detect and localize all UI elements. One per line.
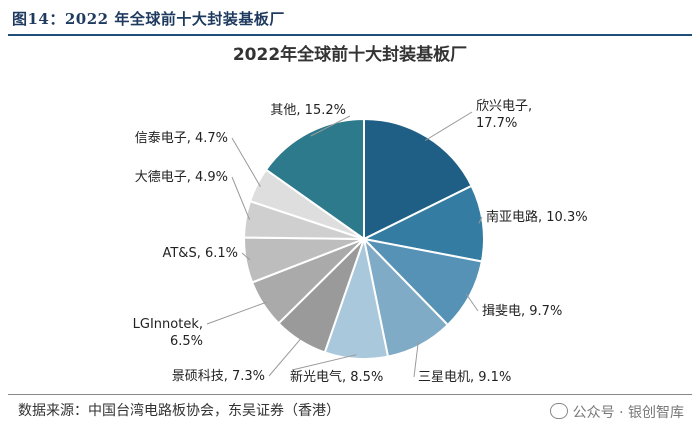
source-divider bbox=[8, 394, 692, 395]
leader-line bbox=[424, 111, 473, 141]
source-note: 数据来源：中国台湾电路板协会，东吴证券（香港） bbox=[18, 403, 340, 419]
slice-label: 南亚电路, 10.3% bbox=[486, 209, 588, 225]
leader-line bbox=[268, 336, 303, 377]
pie-slice bbox=[363, 117, 473, 241]
slice-label: 新光电气, 8.5% bbox=[290, 369, 383, 385]
slice-label: 大德电子, 4.9% bbox=[135, 170, 228, 185]
slice-label: 揖斐电, 9.7% bbox=[482, 304, 562, 319]
leader-line bbox=[206, 301, 267, 325]
leader-line bbox=[310, 115, 351, 137]
slice-label: 景硕科技, 7.3% bbox=[172, 369, 265, 384]
leader-line bbox=[231, 137, 261, 187]
watermark: 公众号 · 银创智库 bbox=[549, 402, 684, 422]
slice-label: AT&S, 6.1% bbox=[162, 246, 238, 261]
leader-line bbox=[478, 216, 483, 224]
pie-slice bbox=[360, 184, 485, 263]
figure-caption: 图14：2022 年全球前十大封装基板厂 bbox=[12, 10, 285, 28]
slice-label: 信泰电子, 4.7% bbox=[135, 131, 228, 146]
slice-label: 三星电机, 9.1% bbox=[418, 370, 511, 385]
leader-line bbox=[465, 293, 479, 312]
leader-line bbox=[413, 341, 419, 378]
slice-label: 其他, 15.2% bbox=[270, 103, 346, 118]
pie-slice bbox=[361, 237, 484, 327]
slice-label: 欣兴电子, 17.7% bbox=[476, 99, 532, 131]
leader-line bbox=[241, 252, 251, 261]
wechat-icon bbox=[549, 403, 568, 419]
caption-divider bbox=[8, 34, 692, 36]
pie-slice bbox=[264, 117, 365, 241]
leader-line bbox=[291, 354, 357, 371]
watermark-text: 公众号 · 银创智库 bbox=[572, 405, 684, 421]
leader-line bbox=[231, 176, 251, 220]
slice-label: LGInnotek, 6.5% bbox=[133, 317, 203, 349]
chart-title: 2022年全球前十大封装基板厂 bbox=[232, 45, 468, 65]
